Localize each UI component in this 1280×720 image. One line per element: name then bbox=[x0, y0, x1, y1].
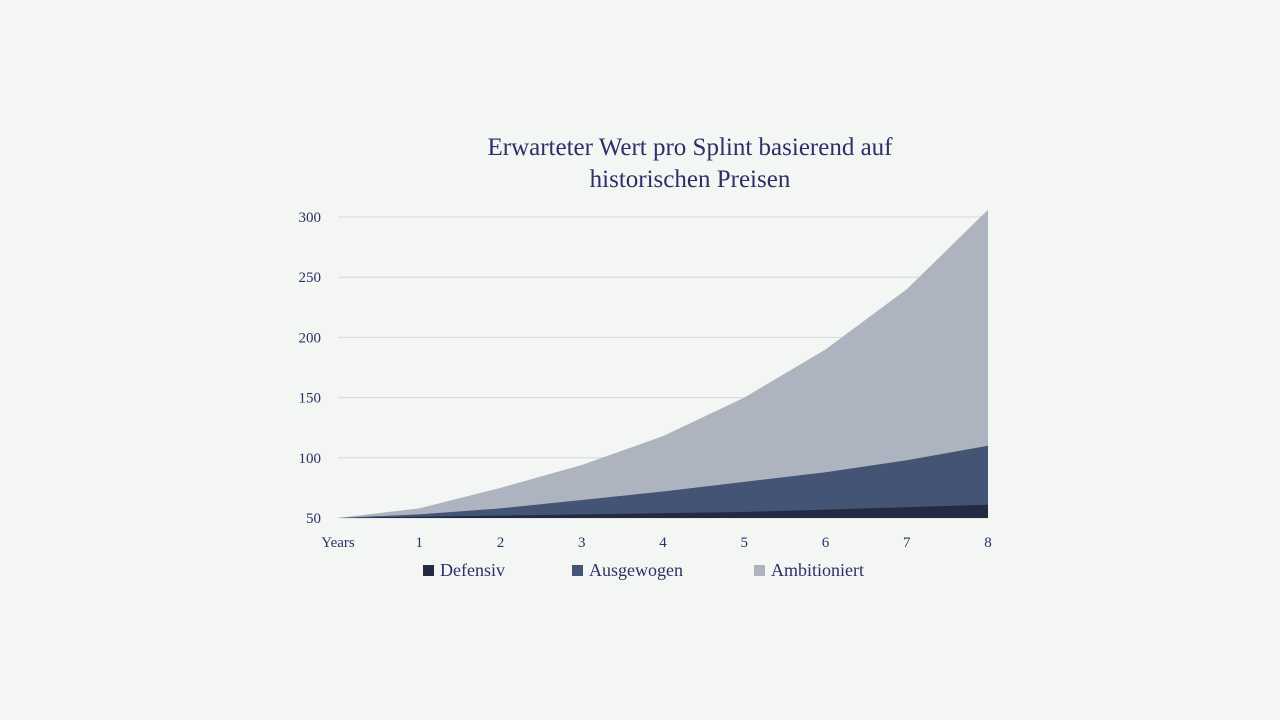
legend-item-ambitioniert: Ambitioniert bbox=[754, 560, 864, 581]
y-tick-label-150: 150 bbox=[299, 391, 322, 407]
legend-item-ausgewogen: Ausgewogen bbox=[572, 560, 683, 581]
legend-swatch-defensiv bbox=[423, 565, 434, 576]
x-tick-label-6: 6 bbox=[822, 535, 830, 551]
x-tick-label-1: 1 bbox=[416, 535, 424, 551]
legend-swatch-ambitioniert bbox=[754, 565, 765, 576]
y-tick-label-300: 300 bbox=[299, 210, 322, 226]
chart-title-line-2: historischen Preisen bbox=[589, 166, 791, 193]
x-tick-label-2: 2 bbox=[497, 535, 505, 551]
legend-label-ausgewogen: Ausgewogen bbox=[589, 560, 683, 580]
chart-title-line-1: Erwarteter Wert pro Splint basierend auf bbox=[487, 134, 893, 161]
x-tick-label-3: 3 bbox=[578, 535, 586, 551]
x-tick-label-4: 4 bbox=[659, 535, 667, 551]
x-tick-label-8: 8 bbox=[984, 535, 992, 551]
x-tick-label-5: 5 bbox=[741, 535, 749, 551]
area-series-ausgewogen bbox=[338, 445, 988, 518]
x-tick-label-7: 7 bbox=[903, 535, 911, 551]
y-tick-label-100: 100 bbox=[299, 451, 322, 467]
legend-item-defensiv: Defensiv bbox=[423, 560, 505, 581]
legend-swatch-ausgewogen bbox=[572, 565, 583, 576]
legend-label-defensiv: Defensiv bbox=[440, 560, 505, 580]
x-axis-label: Years bbox=[321, 535, 355, 551]
y-tick-label-200: 200 bbox=[299, 330, 322, 346]
legend: Defensiv Ausgewogen Ambitioniert bbox=[0, 560, 1280, 586]
y-tick-label-250: 250 bbox=[299, 270, 322, 286]
chart-title: Erwarteter Wert pro Splint basierend auf… bbox=[340, 132, 1040, 196]
legend-label-ambitioniert: Ambitioniert bbox=[771, 560, 864, 580]
area-series-ambitioniert bbox=[338, 209, 988, 518]
area-series-defensiv bbox=[338, 504, 988, 518]
y-tick-label-50: 50 bbox=[306, 511, 321, 527]
